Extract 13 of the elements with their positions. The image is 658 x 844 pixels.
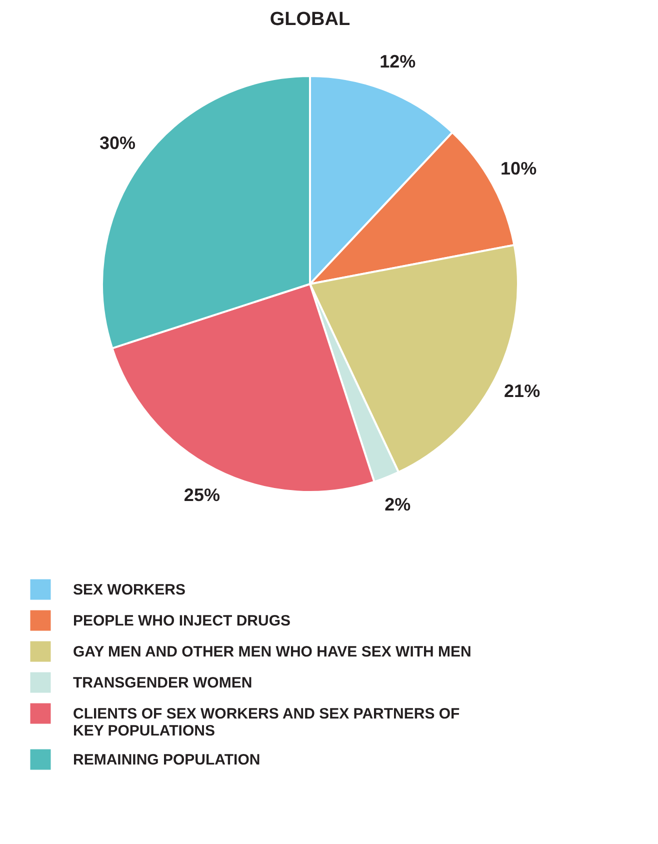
legend-label: PEOPLE WHO INJECT DRUGS <box>73 612 291 630</box>
legend-label: CLIENTS OF SEX WORKERS AND SEX PARTNERS OF KEY POPULATIONS <box>73 706 460 740</box>
data-label: 10% <box>500 158 537 178</box>
legend-label: REMAINING POPULATION <box>73 752 260 768</box>
legend-label: SEX WORKERS <box>73 582 186 598</box>
data-label: 12% <box>380 52 416 72</box>
data-label: 25% <box>184 485 220 506</box>
data-label: 21% <box>504 381 540 402</box>
data-label: 30% <box>99 133 136 154</box>
legend-label: TRANSGENDER WOMEN <box>73 674 252 692</box>
legend-label: GAY MEN AND OTHER MEN WHO HAVE SEX WITH MEN <box>73 644 472 660</box>
chart-title: GLOBAL <box>270 9 350 30</box>
data-label: 2% <box>384 494 411 514</box>
